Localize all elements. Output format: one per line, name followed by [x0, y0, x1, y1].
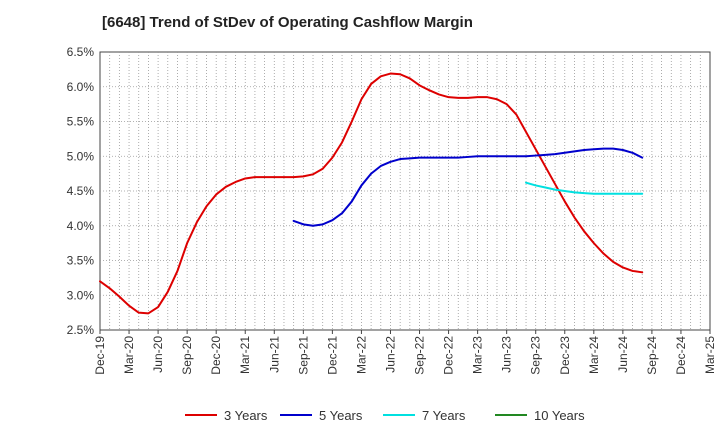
legend-label-10-years: 10 Years — [534, 408, 585, 423]
x-tick-label: Dec-20 — [209, 336, 223, 375]
x-tick-label: Sep-24 — [645, 336, 659, 375]
x-tick-label: Dec-23 — [558, 336, 572, 375]
y-tick-label: 3.5% — [67, 254, 95, 268]
y-tick-label: 6.0% — [67, 80, 95, 94]
y-tick-label: 2.5% — [67, 323, 95, 337]
x-tick-label: Sep-22 — [413, 336, 427, 375]
y-tick-label: 3.0% — [67, 288, 95, 302]
x-tick-label: Jun-24 — [616, 336, 630, 373]
y-tick-label: 6.5% — [67, 45, 95, 59]
legend-label-3-years: 3 Years — [224, 408, 268, 423]
x-tick-label: Jun-20 — [151, 336, 165, 373]
x-tick-label: Dec-24 — [674, 336, 688, 375]
x-tick-label: Mar-24 — [587, 336, 601, 374]
x-tick-label: Sep-23 — [529, 336, 543, 375]
x-tick-label: Jun-22 — [383, 336, 397, 373]
x-tick-label: Dec-21 — [325, 336, 339, 375]
x-tick-label: Dec-19 — [93, 336, 107, 375]
y-tick-label: 4.0% — [67, 219, 95, 233]
x-tick-label: Jun-21 — [267, 336, 281, 373]
x-tick-label: Jun-23 — [500, 336, 514, 373]
series-line-5-years — [292, 147, 644, 227]
x-tick-label: Mar-25 — [703, 336, 717, 374]
x-tick-label: Mar-22 — [354, 336, 368, 374]
x-tick-label: Mar-21 — [238, 336, 252, 374]
series-line-7-years — [525, 181, 644, 195]
x-tick-label: Sep-21 — [296, 336, 310, 375]
y-tick-label: 5.0% — [67, 149, 95, 163]
plot-area — [99, 51, 711, 331]
x-tick-label: Mar-23 — [471, 336, 485, 374]
series-line-3-years — [99, 72, 644, 315]
legend-label-5-years: 5 Years — [319, 408, 363, 423]
x-tick-label: Mar-20 — [122, 336, 136, 374]
y-tick-label: 5.5% — [67, 115, 95, 129]
x-tick-label: Dec-22 — [442, 336, 456, 375]
legend-label-7-years: 7 Years — [422, 408, 466, 423]
x-tick-label: Sep-20 — [180, 336, 194, 375]
y-tick-label: 4.5% — [67, 184, 95, 198]
chart-title: [6648] Trend of StDev of Operating Cashf… — [102, 14, 473, 31]
